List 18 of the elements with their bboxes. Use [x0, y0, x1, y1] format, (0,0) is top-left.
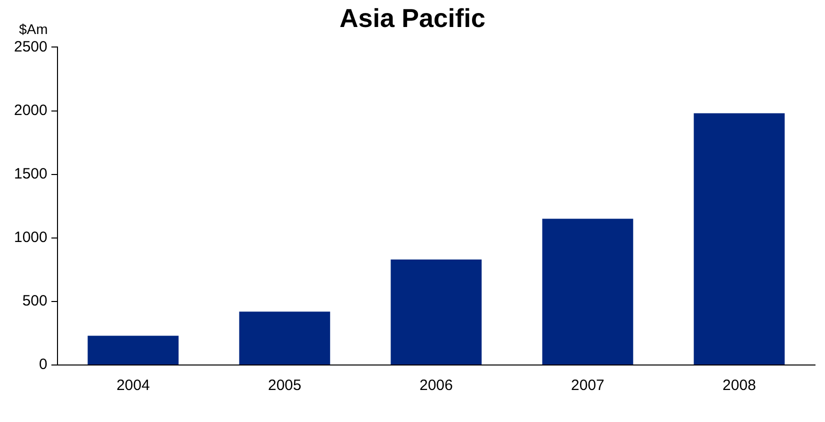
bar	[694, 113, 785, 364]
y-tick-label: 500	[22, 292, 48, 310]
bar	[542, 218, 634, 364]
y-tick-label: 1000	[14, 229, 48, 246]
y-tick-label: 2000	[14, 102, 48, 119]
y-tick-label: 2500	[14, 38, 48, 56]
bar	[390, 259, 482, 364]
x-tick-label: 2005	[268, 377, 302, 394]
bar	[88, 336, 179, 364]
x-tick-label: 2008	[722, 377, 756, 394]
x-tick-label: 2006	[419, 377, 453, 394]
y-tick-label: 1500	[14, 165, 48, 182]
bar	[239, 312, 330, 364]
x-tick-label: 2004	[116, 377, 150, 394]
chart-title: Asia Pacific	[340, 2, 486, 33]
y-tick-label: 0	[39, 356, 48, 374]
y-axis-title: $Am	[18, 21, 48, 38]
x-tick-label: 2007	[571, 377, 604, 394]
